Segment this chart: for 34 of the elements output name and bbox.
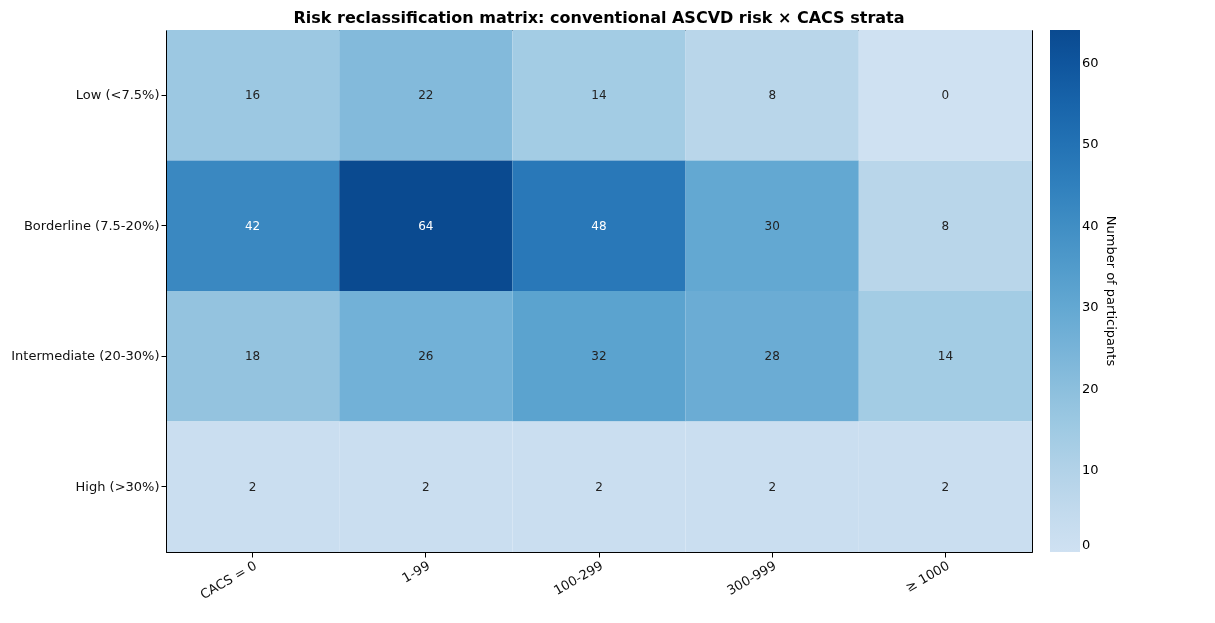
data-label: 22 bbox=[418, 88, 434, 103]
color-bar-title: Number of participants bbox=[1104, 215, 1119, 367]
data-label: 14 bbox=[937, 349, 954, 364]
data-label: 16 bbox=[244, 88, 261, 103]
data-label: 30 bbox=[764, 218, 780, 233]
data-label: 2 bbox=[595, 479, 603, 494]
data-label: 2 bbox=[768, 479, 777, 494]
data-label: 18 bbox=[244, 349, 261, 364]
color-bar-label: 30 bbox=[1082, 299, 1099, 315]
data-label: 64 bbox=[418, 218, 434, 233]
y-tick-label: High (>30%) bbox=[75, 478, 160, 494]
x-tick-label: 1-99 bbox=[399, 557, 433, 586]
data-label: 32 bbox=[591, 349, 607, 364]
color-bar-label: 50 bbox=[1082, 136, 1099, 152]
data-label: 42 bbox=[244, 218, 261, 233]
color-bar-label: 10 bbox=[1082, 462, 1099, 478]
y-tick-label: Low (<7.5%) bbox=[75, 87, 160, 103]
data-label: 8 bbox=[768, 88, 777, 103]
data-label: 48 bbox=[591, 218, 607, 233]
data-label: 2 bbox=[248, 479, 257, 494]
data-label: 14 bbox=[591, 88, 607, 103]
data-label: 0 bbox=[941, 88, 950, 103]
data-label: 26 bbox=[418, 349, 434, 364]
y-tick-label: Borderline (7.5-20%) bbox=[23, 217, 160, 233]
color-bar-label: 0 bbox=[1082, 537, 1091, 552]
data-label: 2 bbox=[941, 479, 950, 494]
chart-title: Risk reclassification matrix: conventional ASCVD risk × CACS strata bbox=[293, 8, 905, 27]
data-label: 8 bbox=[941, 218, 950, 233]
data-label: 28 bbox=[764, 349, 780, 364]
color-bar-label: 40 bbox=[1082, 217, 1099, 233]
y-tick-label: Intermediate (20-30%) bbox=[11, 348, 160, 364]
data-label: 2 bbox=[421, 479, 430, 494]
color-bar-label: 20 bbox=[1082, 380, 1099, 396]
color-bar-label: 60 bbox=[1082, 54, 1099, 70]
